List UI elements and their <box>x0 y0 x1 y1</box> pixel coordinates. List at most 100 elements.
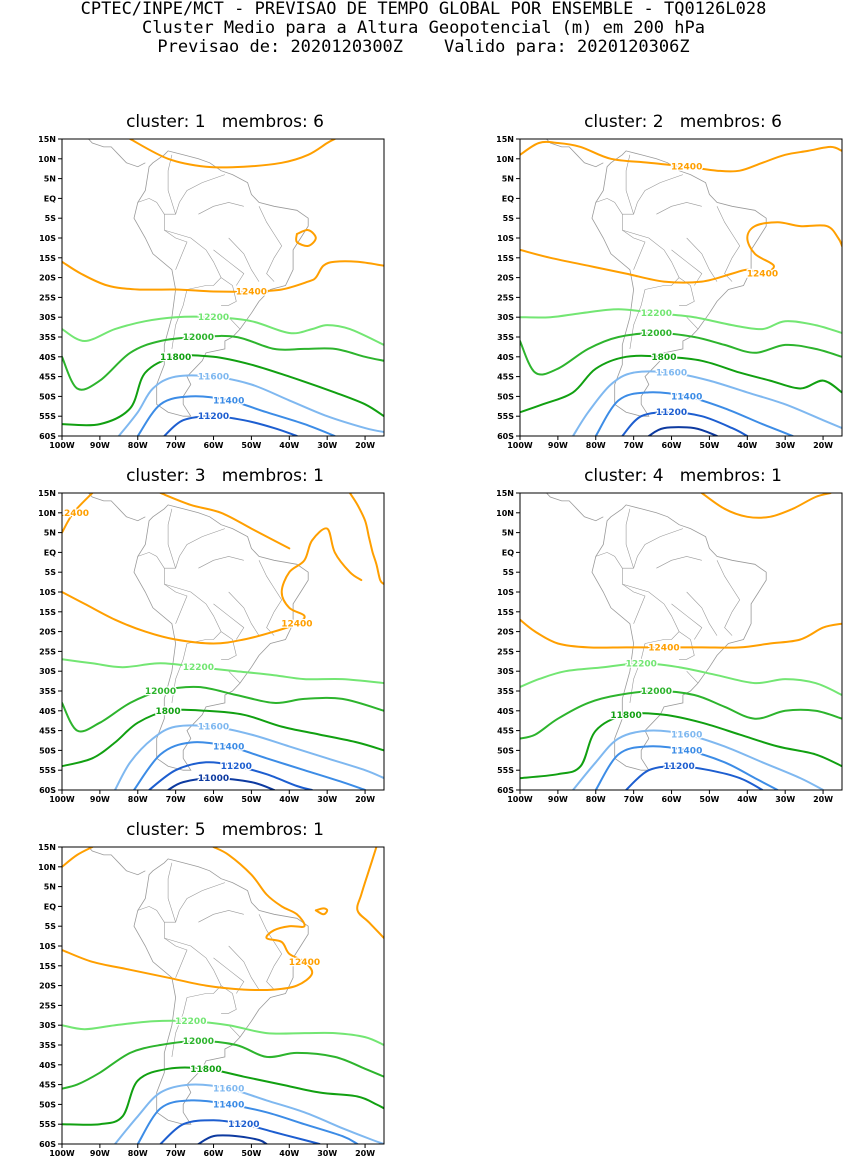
lat-label: 20S <box>39 628 56 637</box>
contour-12400 <box>129 139 336 169</box>
lon-label: 90W <box>90 1149 110 1158</box>
contour-label: 11400 <box>671 746 702 756</box>
lon-label: 90W <box>548 795 568 804</box>
contour-11200 <box>148 761 313 790</box>
country-border <box>220 277 237 306</box>
country-border <box>656 556 702 569</box>
lat-label: EQ <box>502 548 514 557</box>
lat-label: 25S <box>39 293 56 302</box>
lat-label: 40S <box>497 707 514 716</box>
lat-label: 40S <box>497 353 514 362</box>
country-border <box>164 882 225 978</box>
contour-label: 11400 <box>213 1100 244 1110</box>
contour-12000 <box>62 1040 384 1090</box>
lat-label: 50S <box>497 746 514 755</box>
contour-11200 <box>159 1119 321 1144</box>
lon-label: 80W <box>586 441 606 450</box>
cluster-panel-1: cluster: 1 membros: 6 12400 12200 12000 118… <box>0 112 390 457</box>
contour-11200 <box>621 411 749 436</box>
lat-label: 5S <box>503 214 515 223</box>
lon-label: 20W <box>813 795 833 804</box>
country-border <box>171 643 188 703</box>
header-line-1: CPTEC/INPE/MCT - PREVISAO DE TEMPO GLOBA… <box>80 0 767 19</box>
country-border <box>686 316 699 330</box>
contour-label: 11000 <box>198 774 229 784</box>
lat-label: 10S <box>39 942 56 951</box>
lat-label: 10N <box>38 155 56 164</box>
lon-label: 50W <box>241 1149 261 1158</box>
lon-label: 60W <box>204 795 224 804</box>
lon-label: 20W <box>355 441 375 450</box>
lat-label: 25S <box>39 647 56 656</box>
lat-label: 30S <box>39 1021 56 1030</box>
contour-12400 <box>159 493 291 550</box>
country-border <box>164 229 222 290</box>
contour-label: 11800 <box>610 711 641 721</box>
country-border <box>228 591 260 636</box>
contour-11800 <box>62 1066 384 1126</box>
lat-label: 60S <box>39 1140 56 1149</box>
contour-label: 11200 <box>198 412 229 422</box>
lat-label: 55S <box>39 766 56 775</box>
lat-label: 60S <box>497 432 514 441</box>
country-border <box>228 237 260 282</box>
contour-label: 12000 <box>145 687 176 697</box>
country-border <box>686 237 718 282</box>
lat-label: 30S <box>497 667 514 676</box>
contour-11400 <box>136 1099 359 1144</box>
country-border <box>164 583 222 644</box>
contour-map-3: 12400 12400 12200 12000 1800 11600 11400 11200 1… <box>38 489 385 804</box>
country-border <box>258 206 283 282</box>
contour-label: 11200 <box>663 762 694 772</box>
lat-label: 40S <box>39 1061 56 1070</box>
lat-label: 60S <box>39 786 56 795</box>
country-border <box>198 556 244 569</box>
country-border <box>137 198 165 215</box>
lon-label: 80W <box>128 1149 148 1158</box>
lat-label: 45S <box>39 373 56 382</box>
country-border <box>213 957 245 994</box>
coastline <box>591 150 767 417</box>
contour-label: 12400 <box>58 509 89 519</box>
lon-label: 50W <box>699 795 719 804</box>
lat-label: 30S <box>497 313 514 322</box>
contour-12200 <box>62 1019 384 1046</box>
contour-11400 <box>136 395 336 436</box>
lat-label: EQ <box>44 548 56 557</box>
contour-12200 <box>520 308 842 334</box>
country-border <box>622 229 680 290</box>
lon-label: 40W <box>737 795 757 804</box>
contour-12400 <box>62 847 94 868</box>
cluster-panel-3: cluster: 3 membros: 1 12400 12400 12200 120… <box>0 466 390 811</box>
contour-11800 <box>62 708 384 768</box>
contour-11200 <box>163 415 298 436</box>
contour-label: 11200 <box>228 1120 259 1130</box>
contour-12400 <box>520 618 842 649</box>
lat-label: 35S <box>497 687 514 696</box>
lon-label: 80W <box>586 795 606 804</box>
cluster-panel-5: cluster: 5 membros: 1 12400 12200 12000 118… <box>0 820 390 1165</box>
contour-label: 12400 <box>236 287 267 297</box>
contour-map-1: 12400 12200 12000 11800 11600 11400 11200 15N 10… <box>38 135 385 450</box>
lat-label: 25S <box>497 647 514 656</box>
contour-11600 <box>114 724 384 790</box>
lat-label: 55S <box>497 766 514 775</box>
country-border <box>595 198 623 215</box>
lat-label: 5S <box>503 568 515 577</box>
lat-label: 35S <box>39 687 56 696</box>
contour-12400 <box>356 847 384 940</box>
contour-label: 12200 <box>626 659 657 669</box>
lat-label: EQ <box>502 194 514 203</box>
lat-label: 5N <box>502 175 514 184</box>
country-border <box>716 206 741 282</box>
country-border <box>625 508 634 569</box>
country-border <box>171 997 188 1057</box>
contour-11600 <box>572 370 842 436</box>
country-border <box>167 508 176 569</box>
contour-12400 <box>62 527 363 645</box>
central-america-coast <box>87 493 146 522</box>
contour-map-5: 12400 12200 12000 11800 11600 11400 11200 15N 10… <box>38 843 385 1158</box>
country-border <box>716 560 741 636</box>
lon-label: 30W <box>317 441 337 450</box>
lat-label: 50S <box>39 1100 56 1109</box>
